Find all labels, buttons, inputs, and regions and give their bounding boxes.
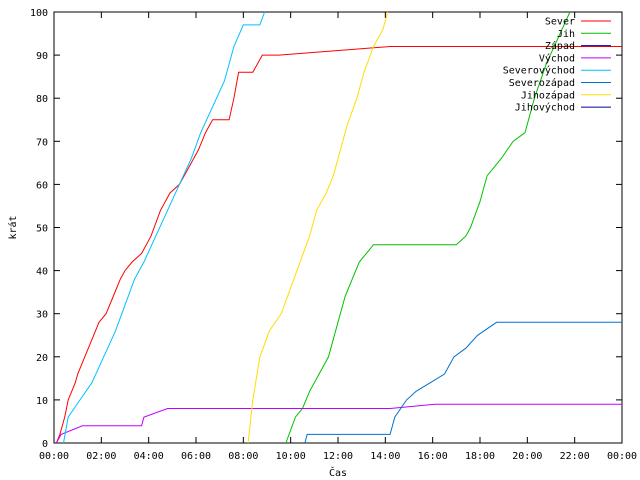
y-tick-label: 10 [36, 396, 48, 407]
series-line-jih [285, 11, 571, 444]
series-line-severozapad [304, 321, 622, 444]
legend-label: Jihozápad [521, 89, 575, 101]
y-tick-label: 0 [42, 439, 48, 450]
x-tick-label: 12:00 [323, 451, 353, 462]
y-tick-label: 30 [36, 310, 48, 321]
x-tick-label: 20:00 [512, 451, 542, 462]
series-line-severovychod [63, 11, 266, 444]
legend-label: Jihovýchod [515, 102, 575, 114]
x-tick-label: 10:00 [276, 451, 306, 462]
x-axis-label: Čas [329, 466, 347, 479]
x-tick-label: 22:00 [560, 451, 590, 462]
legend-label: Severovýchod [503, 65, 575, 77]
y-tick-label: 20 [36, 353, 48, 364]
y-tick-label: 100 [30, 8, 48, 19]
x-tick-label: 04:00 [134, 451, 164, 462]
legend-label: Sever [545, 17, 575, 28]
x-tick-label: 00:00 [39, 451, 69, 462]
series-line-jihozapad [247, 11, 389, 444]
x-tick-label: 08:00 [228, 451, 258, 462]
series-line-vychod [55, 403, 622, 444]
x-tick-label: 16:00 [418, 451, 448, 462]
y-axis-label: krát [7, 215, 19, 239]
x-tick-label: 06:00 [181, 451, 211, 462]
legend: SeverJihZápadVýchodSeverovýchodSeverozáp… [503, 17, 611, 114]
legend-label: Západ [545, 40, 575, 52]
x-tick-label: 18:00 [465, 451, 495, 462]
y-tick-label: 60 [36, 180, 48, 191]
axis-ticks: 0 10 20 30 40 50 60 70 80 90 100 00:00 02:00 04:00 06:… [30, 8, 637, 462]
series-line-sever [55, 46, 622, 444]
y-tick-label: 40 [36, 267, 48, 278]
x-tick-label: 00:00 [607, 451, 637, 462]
y-tick-label: 80 [36, 94, 48, 105]
y-tick-label: 50 [36, 224, 48, 235]
y-tick-label: 70 [36, 137, 48, 148]
y-tick-label: 90 [36, 51, 48, 62]
x-tick-label: 14:00 [370, 451, 400, 462]
legend-label: Východ [539, 52, 575, 64]
series-lines [55, 11, 622, 444]
x-tick-label: 02:00 [86, 451, 116, 462]
legend-label: Severozápad [509, 77, 575, 89]
legend-label: Jih [557, 29, 575, 40]
